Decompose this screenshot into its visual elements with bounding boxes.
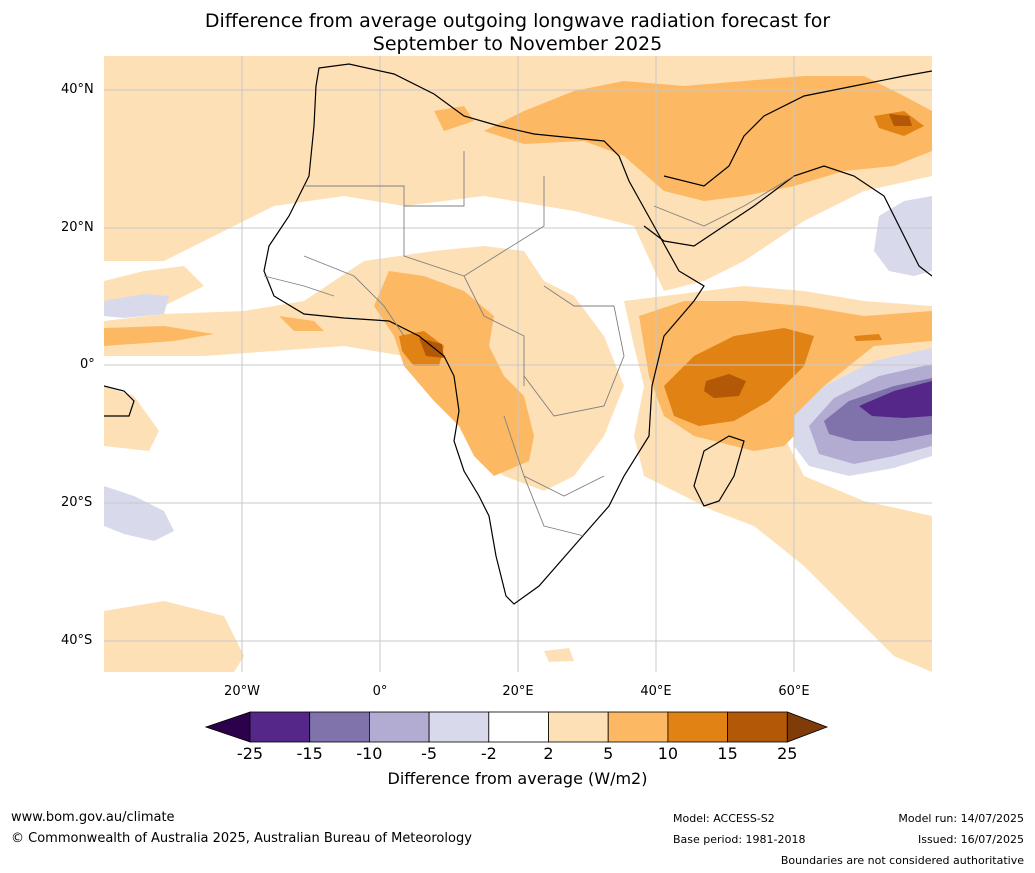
forecast-map bbox=[104, 56, 932, 672]
lon-label-20e: 20°E bbox=[502, 684, 534, 699]
colorbar bbox=[204, 711, 830, 747]
graticule bbox=[104, 56, 932, 672]
anomaly-15-to-25 bbox=[419, 114, 912, 398]
colorbar-tick-label: 2 bbox=[543, 744, 554, 763]
colorbar-label: Difference from average (W/m2) bbox=[387, 769, 648, 788]
colorbar-tick-label: -5 bbox=[421, 744, 438, 763]
colorbar-segment bbox=[607, 711, 669, 743]
colorbar-segment bbox=[488, 711, 549, 743]
colorbar-segment bbox=[428, 711, 490, 743]
colorbar-segment bbox=[548, 711, 609, 743]
colorbar-extend-low bbox=[204, 711, 251, 743]
colorbar-tick-label: 25 bbox=[777, 744, 798, 763]
lat-label-equator: 0° bbox=[80, 357, 95, 372]
lon-label-20w: 20°W bbox=[224, 684, 260, 699]
lon-label-0: 0° bbox=[372, 684, 388, 699]
lat-label-40s: 40°S bbox=[61, 633, 93, 648]
colorbar-tick-label: 5 bbox=[603, 744, 614, 763]
country-borders bbox=[263, 151, 795, 537]
title-line-2: September to November 2025 bbox=[372, 33, 663, 55]
colorbar-segment bbox=[249, 711, 311, 743]
footer-base-period: Base period: 1981-2018 bbox=[673, 833, 806, 846]
footer-model-run: Model run: 14/07/2025 bbox=[898, 812, 1024, 825]
lat-label-20s: 20°S bbox=[61, 495, 93, 510]
colorbar-tick-label: 15 bbox=[717, 744, 738, 763]
colorbar-tick-label: -10 bbox=[356, 744, 383, 763]
colorbar-segment bbox=[368, 711, 430, 743]
colorbar-svg bbox=[204, 711, 829, 743]
chart-title: Difference from average outgoing longwav… bbox=[0, 10, 1035, 56]
title-line-1: Difference from average outgoing longwav… bbox=[204, 10, 831, 32]
lon-label-40e: 40°E bbox=[640, 684, 672, 699]
lat-label-20n: 20°N bbox=[61, 220, 94, 235]
colorbar-tick-label: -2 bbox=[480, 744, 497, 763]
colorbar-segment bbox=[727, 711, 788, 743]
colorbar-tick-label: -25 bbox=[236, 744, 264, 763]
colorbar-tick-label: -15 bbox=[296, 744, 323, 763]
footer-copyright: © Commonwealth of Australia 2025, Austra… bbox=[11, 831, 472, 846]
colorbar-extend-high bbox=[786, 711, 829, 743]
footer-model: Model: ACCESS-S2 bbox=[673, 812, 775, 825]
footer-disclaimer: Boundaries are not considered authoritat… bbox=[780, 854, 1024, 867]
map-panel bbox=[104, 56, 932, 672]
footer-url: www.bom.gov.au/climate bbox=[11, 810, 175, 825]
colorbar-tick-label: 10 bbox=[657, 744, 679, 763]
colorbar-segment bbox=[667, 711, 728, 743]
colorbar-segment bbox=[309, 711, 370, 743]
lat-label-40n: 40°N bbox=[61, 82, 94, 97]
lon-label-60e: 60°E bbox=[778, 684, 810, 699]
anomaly-minus25-to-minus15 bbox=[859, 381, 932, 418]
footer-issued: Issued: 16/07/2025 bbox=[917, 833, 1024, 846]
coastline bbox=[104, 63, 932, 605]
